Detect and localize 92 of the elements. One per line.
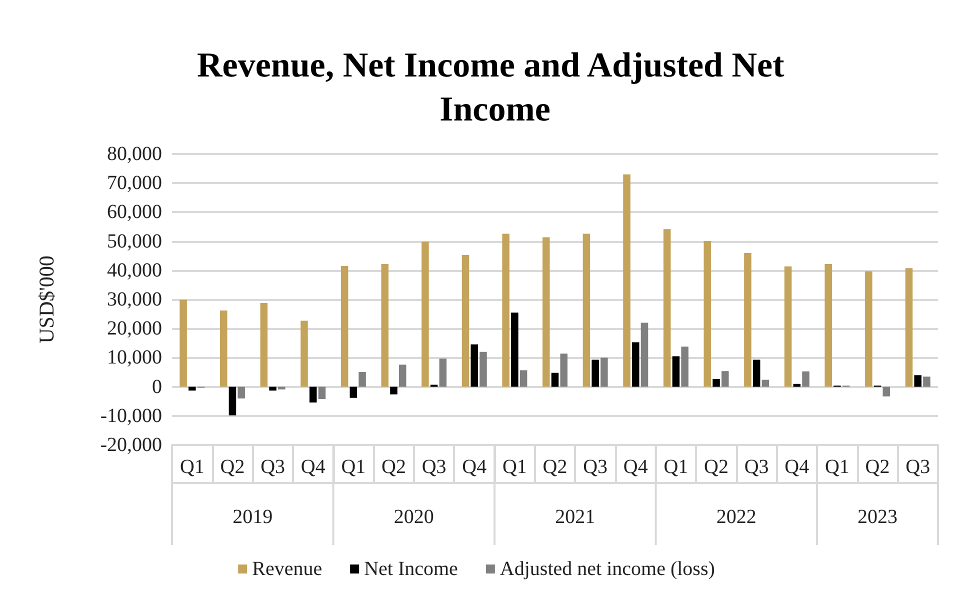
bar bbox=[704, 241, 712, 387]
x-tick-label: Q3 bbox=[583, 456, 608, 478]
bar bbox=[802, 371, 810, 387]
bar bbox=[318, 386, 326, 400]
bar bbox=[309, 386, 317, 403]
bar bbox=[390, 386, 398, 394]
bar bbox=[865, 271, 872, 387]
bar bbox=[752, 360, 760, 387]
bar bbox=[721, 371, 729, 387]
y-tick-label: 60,000 bbox=[107, 201, 162, 224]
y-tick-label: -10,000 bbox=[100, 404, 162, 427]
bar bbox=[551, 372, 559, 387]
x-tick-label: Q2 bbox=[704, 456, 728, 478]
bar bbox=[269, 386, 276, 391]
y-tick-label: 30,000 bbox=[107, 288, 162, 310]
bar bbox=[350, 386, 358, 398]
x-tick-label: Q3 bbox=[422, 456, 446, 478]
text: 2023 bbox=[858, 506, 898, 528]
bar bbox=[542, 237, 550, 387]
text: 2021 bbox=[555, 506, 596, 528]
bar bbox=[623, 174, 630, 387]
bar bbox=[712, 378, 720, 387]
bar bbox=[422, 242, 429, 387]
legend-label: Adjusted net income (loss) bbox=[500, 558, 715, 580]
bar bbox=[923, 376, 930, 387]
y-tick-label: -20,000 bbox=[100, 434, 162, 456]
bar bbox=[180, 300, 187, 387]
bar bbox=[220, 310, 228, 387]
bar bbox=[300, 320, 308, 387]
bar bbox=[278, 386, 286, 390]
x-tick-label: Q3 bbox=[906, 456, 930, 478]
bar bbox=[672, 356, 680, 387]
bar bbox=[480, 352, 487, 387]
bar bbox=[560, 354, 568, 387]
x-tick-label: Q2 bbox=[220, 456, 245, 478]
bar bbox=[381, 264, 389, 387]
bar bbox=[260, 302, 268, 387]
x-tick-label: Q3 bbox=[260, 456, 286, 478]
x-tick-label: Q1 bbox=[502, 456, 527, 478]
bar bbox=[462, 254, 470, 387]
bar bbox=[905, 268, 913, 387]
x-tick-label: Q2 bbox=[542, 456, 568, 478]
text: 2020 bbox=[394, 506, 434, 528]
bar bbox=[600, 358, 608, 387]
bar bbox=[582, 234, 590, 387]
bar bbox=[882, 386, 890, 396]
text: 2019 bbox=[232, 506, 273, 528]
bar bbox=[228, 386, 236, 416]
bar bbox=[640, 322, 648, 387]
y-tick-label: 0 bbox=[152, 376, 162, 398]
bar bbox=[502, 234, 510, 387]
bar bbox=[663, 229, 671, 387]
legend-label: Revenue bbox=[252, 558, 322, 580]
bar bbox=[592, 360, 599, 387]
text: 2022 bbox=[716, 506, 756, 528]
chart-title: Revenue, Net Income and Adjusted Net Income bbox=[197, 46, 793, 128]
x-tick-label: Q4 bbox=[784, 456, 810, 478]
bar bbox=[470, 344, 478, 387]
bar bbox=[824, 264, 832, 387]
x-tick-label: Q2 bbox=[865, 456, 890, 478]
x-tick-label: Q2 bbox=[382, 456, 406, 478]
x-tick-label: Q4 bbox=[300, 456, 326, 478]
bar bbox=[511, 312, 518, 387]
bar bbox=[744, 252, 752, 387]
bar bbox=[762, 380, 770, 387]
bar bbox=[358, 372, 366, 387]
bar bbox=[238, 386, 245, 398]
bar bbox=[681, 346, 688, 387]
y-tick-label: 20,000 bbox=[107, 318, 162, 340]
x-tick-label: Q4 bbox=[623, 456, 648, 478]
x-tick-label: Q1 bbox=[824, 456, 850, 478]
bar bbox=[520, 370, 528, 387]
y-tick-label: 50,000 bbox=[107, 230, 162, 252]
bar bbox=[398, 364, 406, 387]
bar bbox=[439, 358, 447, 387]
x-tick-label: Q1 bbox=[341, 456, 366, 478]
x-tick-label: Q1 bbox=[180, 456, 204, 478]
bar bbox=[188, 386, 196, 391]
bar bbox=[632, 342, 640, 387]
bar bbox=[793, 384, 801, 387]
y-tick-label: 80,000 bbox=[107, 143, 162, 165]
y-tick-label: 40,000 bbox=[107, 259, 162, 282]
y-tick-label: 10,000 bbox=[107, 346, 162, 369]
y-tick-label: 70,000 bbox=[107, 172, 162, 194]
bar bbox=[914, 375, 922, 387]
bar bbox=[784, 266, 792, 387]
legend-label: Net Income bbox=[364, 558, 458, 580]
y-axis-title: USD$'000 bbox=[34, 256, 58, 344]
x-tick-label: Q1 bbox=[664, 456, 688, 478]
bar bbox=[340, 266, 348, 387]
x-tick-label: Q4 bbox=[462, 456, 487, 478]
x-tick-label: Q3 bbox=[744, 456, 769, 478]
